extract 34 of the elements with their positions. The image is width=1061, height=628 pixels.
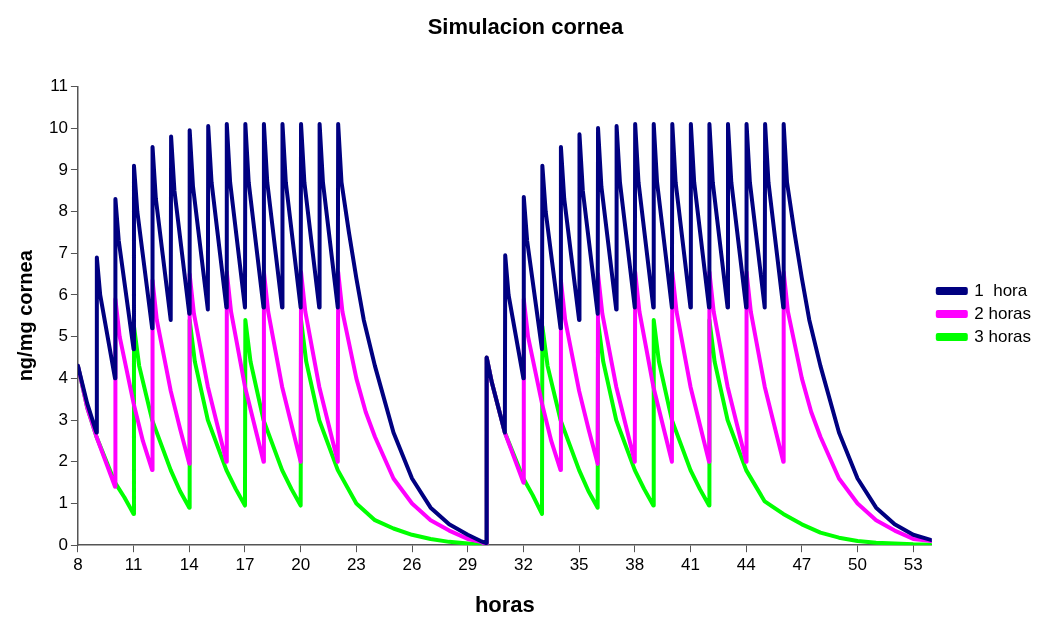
- x-tick-label: 35: [569, 555, 589, 575]
- x-tick-label: 26: [402, 555, 422, 575]
- legend-label: 2 horas: [974, 303, 1031, 323]
- y-axis-title: ng/mg cornea: [13, 249, 36, 382]
- y-tick-label: 2: [58, 451, 68, 471]
- legend-label: 1 hora: [974, 280, 1028, 300]
- x-tick-label: 14: [179, 555, 199, 575]
- x-tick-label: 11: [124, 555, 143, 575]
- y-tick-label: 4: [58, 368, 68, 388]
- y-tick-label: 3: [58, 409, 68, 429]
- legend-label: 3 horas: [974, 326, 1031, 346]
- x-tick-label: 32: [513, 555, 533, 575]
- y-tick-label: 1: [58, 493, 68, 513]
- x-tick-label: 29: [458, 555, 478, 575]
- x-tick-label: 20: [291, 555, 311, 575]
- y-tick-label: 7: [58, 242, 68, 262]
- y-tick-label: 6: [58, 284, 68, 304]
- x-tick-label: 38: [625, 555, 645, 575]
- chart-title: Simulacion cornea: [427, 14, 625, 40]
- y-tick-label: 8: [58, 201, 68, 221]
- x-tick-label: 53: [903, 555, 923, 575]
- y-tick-label: 9: [58, 159, 68, 179]
- x-tick-label: 23: [346, 555, 366, 575]
- x-tick-label: 50: [848, 555, 868, 575]
- y-tick-label: 5: [58, 326, 68, 346]
- x-tick-label: 41: [681, 555, 700, 575]
- x-tick-label: 47: [792, 555, 812, 575]
- y-tick-label: 0: [58, 534, 68, 554]
- y-tick-label: 11: [50, 76, 68, 96]
- y-tick-label: 10: [48, 117, 68, 137]
- x-tick-label: 8: [73, 555, 83, 575]
- x-tick-label: 44: [736, 555, 756, 575]
- x-tick-label: 17: [235, 555, 255, 575]
- x-axis-title: horas: [474, 591, 535, 617]
